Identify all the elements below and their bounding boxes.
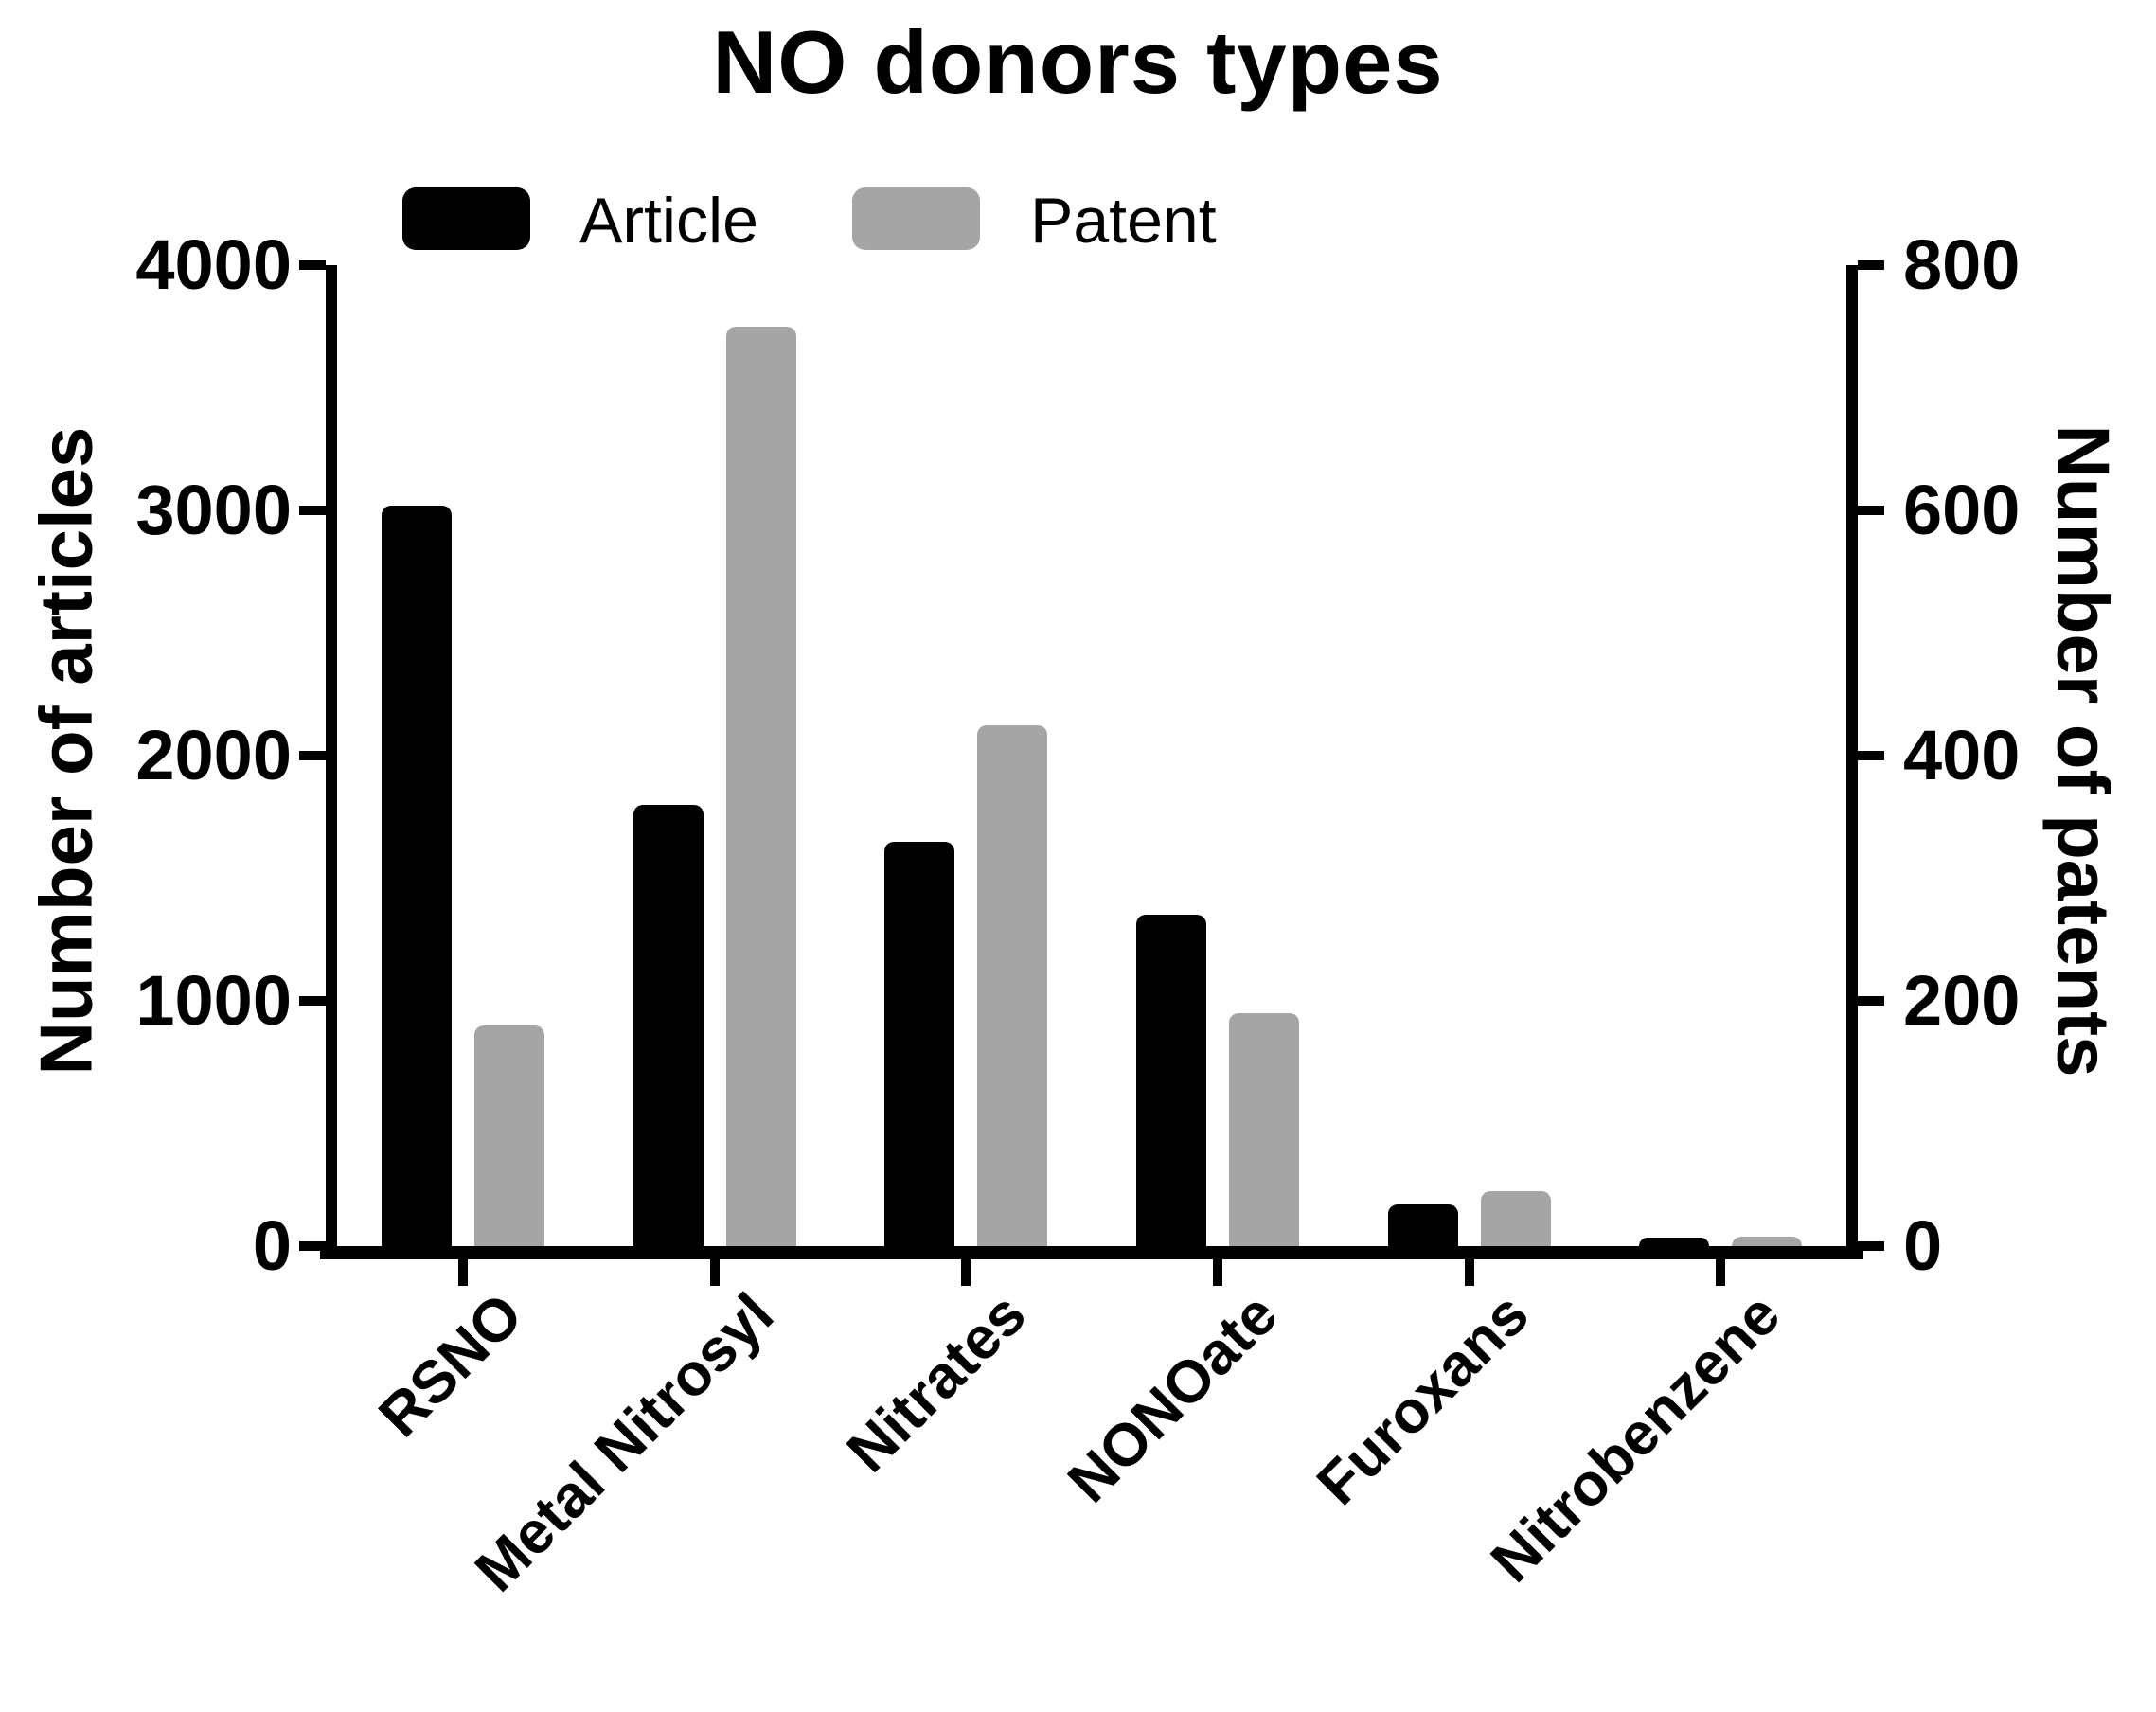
left-axis-spine	[326, 265, 337, 1259]
left-axis-tick	[299, 260, 326, 270]
left-axis-tick	[299, 1241, 326, 1251]
bar-patent-metal-nitrosyl	[725, 326, 796, 1246]
bar-article-rsno	[381, 505, 452, 1246]
bar-article-nitrates	[884, 841, 955, 1246]
legend-swatch-patent	[852, 187, 980, 250]
x-axis-tick	[1716, 1259, 1726, 1286]
left-axis-tick	[299, 996, 326, 1006]
x-axis-category-label: RSNO	[365, 1280, 536, 1450]
chart-title: NO donors types	[712, 12, 1444, 112]
bar-patent-nonoate	[1228, 1012, 1299, 1246]
right-axis-tick-label: 800	[1903, 225, 2021, 304]
left-axis-tick	[299, 751, 326, 760]
bar-article-nitrobenzene	[1639, 1237, 1710, 1246]
x-axis-tick	[709, 1259, 720, 1286]
bar-patent-rsno	[473, 1025, 544, 1246]
left-axis-tick-label: 0	[252, 1206, 292, 1285]
right-axis-tick	[1858, 1241, 1884, 1251]
legend-label-patent: Patent	[1030, 185, 1217, 257]
bar-article-furoxans	[1387, 1204, 1458, 1246]
right-axis-tick	[1858, 506, 1884, 515]
left-axis-tick-label: 2000	[135, 716, 292, 794]
bar-patent-furoxans	[1480, 1190, 1551, 1246]
right-axis-tick	[1858, 751, 1884, 760]
x-axis-tick	[1464, 1259, 1474, 1286]
right-axis-tick-label: 200	[1903, 961, 2021, 1040]
x-axis-line	[320, 1246, 1863, 1259]
left-axis-tick-label: 4000	[135, 225, 292, 304]
x-axis-tick	[961, 1259, 971, 1286]
x-axis-category-label: Furoxans	[1304, 1280, 1541, 1518]
right-axis-tick	[1858, 996, 1884, 1006]
x-axis-tick	[1212, 1259, 1222, 1286]
x-axis-category-label: NONOate	[1055, 1280, 1291, 1516]
legend-label-article: Article	[579, 185, 758, 257]
left-axis-tick	[299, 506, 326, 515]
bar-article-nonoate	[1135, 915, 1206, 1246]
right-axis-tick	[1858, 260, 1884, 270]
legend-swatch-article	[402, 187, 530, 250]
left-axis-tick-label: 3000	[135, 471, 292, 549]
x-axis-tick	[457, 1259, 468, 1286]
right-axis-tick-label: 400	[1903, 716, 2021, 794]
bar-article-metal-nitrosyl	[633, 804, 704, 1246]
bar-patent-nitrates	[977, 724, 1048, 1246]
right-axis-title: Number of patents	[2041, 424, 2126, 1078]
right-axis-tick-label: 600	[1903, 471, 2021, 549]
left-axis-tick-label: 1000	[135, 961, 292, 1040]
x-axis-category-label: Nitrates	[833, 1280, 1039, 1486]
right-axis-spine	[1846, 265, 1858, 1259]
right-axis-tick-label: 0	[1903, 1206, 1943, 1285]
bar-patent-nitrobenzene	[1732, 1236, 1803, 1246]
